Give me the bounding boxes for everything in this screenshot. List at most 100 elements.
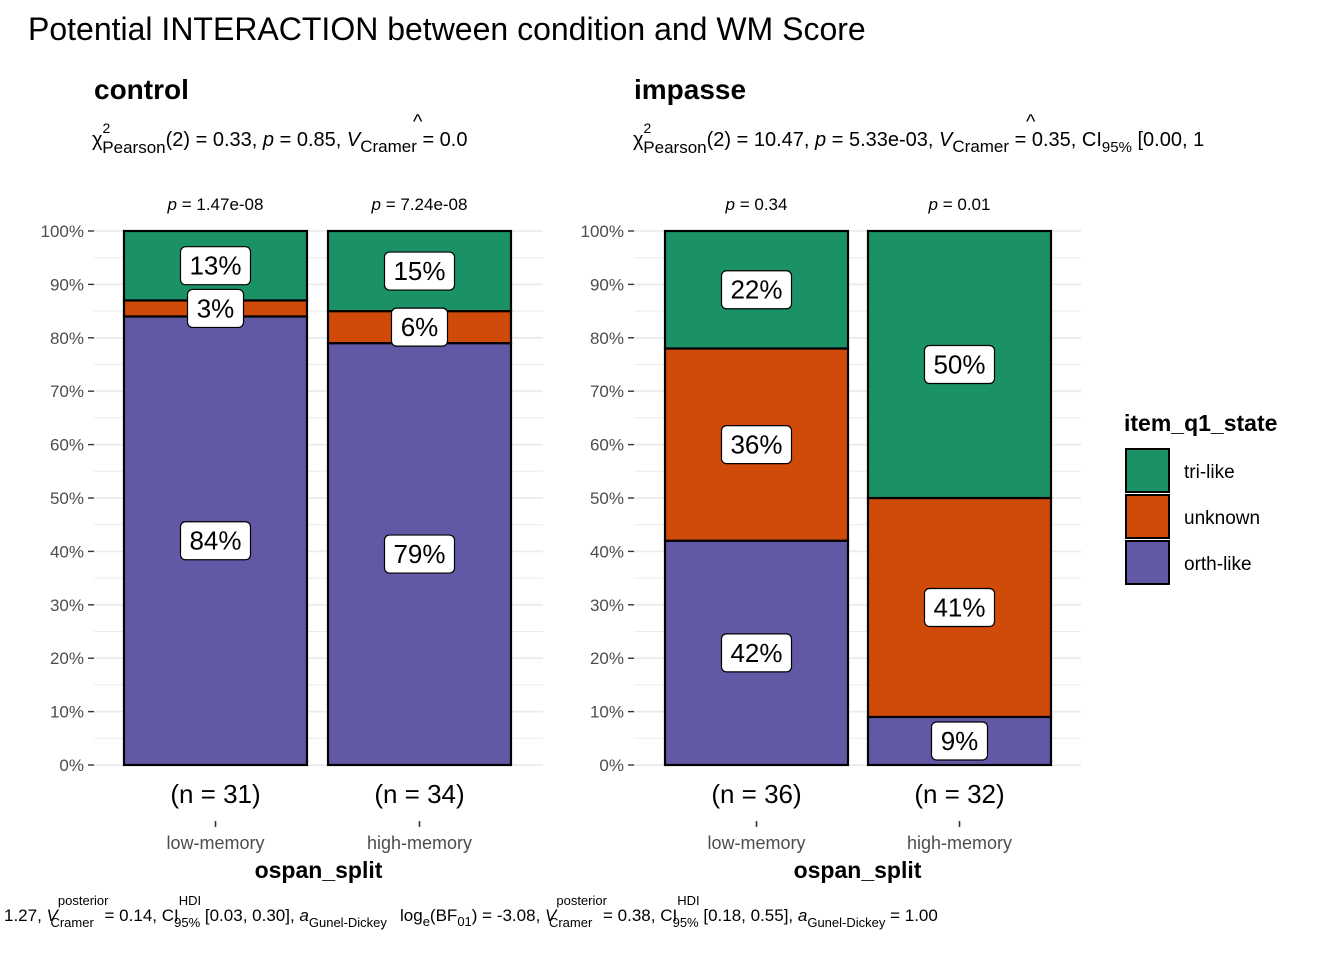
data-label-box	[930, 721, 989, 761]
data-label: 42%	[730, 638, 782, 668]
p-text: = 5.33e-03,	[826, 129, 939, 151]
chart-panels: 0% 10% 20% 30% 40% 50% 60% 70% 80% 90% 100% 84% 3% 13…	[41, 195, 1081, 883]
y-tick-label: 50%	[50, 489, 84, 508]
y-tick-label: 90%	[590, 275, 624, 294]
y-tick-label: 30%	[590, 596, 624, 615]
v-symbol: V	[347, 129, 362, 151]
y-tick-label: 80%	[590, 329, 624, 348]
panel-impasse: 0% 10% 20% 30% 40% 50% 60% 70% 80% 90% 100% 42% 36% 2…	[581, 195, 1081, 883]
v-text: = 0.35, CI	[1009, 129, 1102, 151]
chi-sub: Pearson	[102, 138, 165, 157]
chi-symbol: χ	[92, 129, 103, 151]
data-label: 36%	[730, 430, 782, 460]
data-label-box	[720, 270, 793, 310]
data-label-box	[179, 246, 252, 286]
legend-items: tri-like unknown orth-like	[1125, 448, 1260, 585]
y-tick-label: 60%	[50, 436, 84, 455]
p-text: = 0.85,	[274, 129, 347, 151]
p-symbol: p	[262, 129, 274, 151]
y-tick-label: 10%	[50, 703, 84, 722]
x-axis-title: ospan_split	[255, 857, 383, 883]
v-text: = 0.0	[417, 129, 468, 151]
data-label: 41%	[933, 592, 985, 622]
y-tick-label: 70%	[50, 382, 84, 401]
data-label-box	[390, 307, 449, 347]
caption: 1.27, Vposterior Cramer = 0.14, CIHDI 95% …	[4, 893, 938, 930]
y-tick-label: 20%	[590, 649, 624, 668]
x-tick-label: low-memory	[166, 833, 264, 853]
subtitle-impasse-text: χ2 Pearson(2) = 10.47, p = 5.33e-03, VCra…	[633, 120, 1204, 157]
chi-sub: Pearson	[643, 138, 706, 157]
ci-sub: 95%	[1102, 139, 1132, 156]
stat-text: (2) = 0.33,	[166, 129, 263, 151]
legend-swatch-unknown	[1125, 494, 1170, 539]
chi-sup: 2	[103, 120, 111, 136]
p-symbol: p	[814, 129, 826, 151]
p-value-label: p = 0.01	[928, 195, 991, 214]
data-label-box	[179, 521, 252, 561]
caption-left: 1.27, Vposterior Cramer = 0.14, CIHDI 95% …	[4, 893, 387, 930]
v-sub: Cramer	[360, 137, 417, 156]
p-value-label: p = 0.34	[725, 195, 788, 214]
data-label: 6%	[401, 312, 439, 342]
legend: item_q1_state tri-like unknown orth-like	[1124, 410, 1277, 585]
subtitle-control: χ2 Pearson(2) = 0.33, p = 0.85, VCramer =…	[92, 111, 468, 157]
chi-sup: 2	[644, 120, 652, 136]
data-label: 15%	[393, 256, 445, 286]
x-tick-label: high-memory	[907, 833, 1012, 853]
x-axis-title: ospan_split	[794, 857, 922, 883]
data-label: 13%	[189, 251, 241, 281]
legend-swatch-tri-like	[1125, 448, 1170, 493]
n-label: (n = 32)	[914, 779, 1004, 809]
y-tick-label: 60%	[590, 436, 624, 455]
subtitle-impasse: χ2 Pearson(2) = 10.47, p = 5.33e-03, VCra…	[633, 111, 1204, 157]
data-label-box	[720, 633, 793, 673]
facet-title-impasse: impasse	[634, 74, 746, 105]
data-label-box	[720, 425, 793, 465]
legend-swatch-orth-like	[1125, 540, 1170, 585]
y-tick-label: 0%	[599, 756, 624, 775]
v-hat: ^	[1026, 111, 1036, 133]
ci-text: [0.00, 1	[1132, 129, 1204, 151]
y-tick-label: 40%	[590, 542, 624, 561]
data-label-box	[923, 587, 996, 628]
y-tick-label: 10%	[590, 703, 624, 722]
v-hat: ^	[413, 111, 423, 133]
facet-title-control: control	[94, 74, 189, 105]
y-tick-label: 70%	[590, 382, 624, 401]
data-label: 3%	[197, 293, 235, 323]
y-tick-label: 100%	[41, 222, 84, 241]
n-label: (n = 31)	[170, 779, 260, 809]
legend-label-unknown: unknown	[1184, 508, 1260, 529]
v-symbol: V	[939, 129, 954, 151]
data-label: 79%	[393, 539, 445, 569]
y-tick-label: 80%	[50, 329, 84, 348]
panel-control: 0% 10% 20% 30% 40% 50% 60% 70% 80% 90% 100% 84% 3% 13…	[41, 195, 543, 883]
chart-title: Potential INTERACTION between condition …	[28, 11, 866, 47]
chi-symbol: χ	[633, 129, 644, 151]
y-tick-label: 0%	[59, 756, 84, 775]
x-tick-label: low-memory	[707, 833, 805, 853]
caption-right: loge(BF01) = -3.08, Vposterior Cramer = 0…	[400, 893, 938, 930]
v-sub: Cramer	[952, 137, 1009, 156]
y-tick-label: 50%	[590, 489, 624, 508]
y-tick-label: 20%	[50, 649, 84, 668]
data-label: 22%	[730, 275, 782, 305]
data-label: 84%	[189, 526, 241, 556]
p-value-label: p = 1.47e-08	[167, 195, 264, 214]
legend-title: item_q1_state	[1124, 410, 1277, 436]
x-tick-label: high-memory	[367, 833, 472, 853]
stat-text: (2) = 10.47,	[707, 129, 815, 151]
subtitle-control-text: χ2 Pearson(2) = 0.33, p = 0.85, VCramer =…	[92, 120, 468, 157]
data-label-box	[383, 534, 456, 574]
y-tick-label: 100%	[581, 222, 624, 241]
data-label-box	[186, 288, 245, 329]
data-label: 50%	[933, 350, 985, 380]
data-label: 9%	[941, 726, 979, 756]
p-value-label: p = 7.24e-08	[371, 195, 468, 214]
data-label-box	[383, 251, 456, 291]
y-tick-label: 90%	[50, 275, 84, 294]
n-label: (n = 34)	[374, 779, 464, 809]
y-tick-label: 30%	[50, 596, 84, 615]
